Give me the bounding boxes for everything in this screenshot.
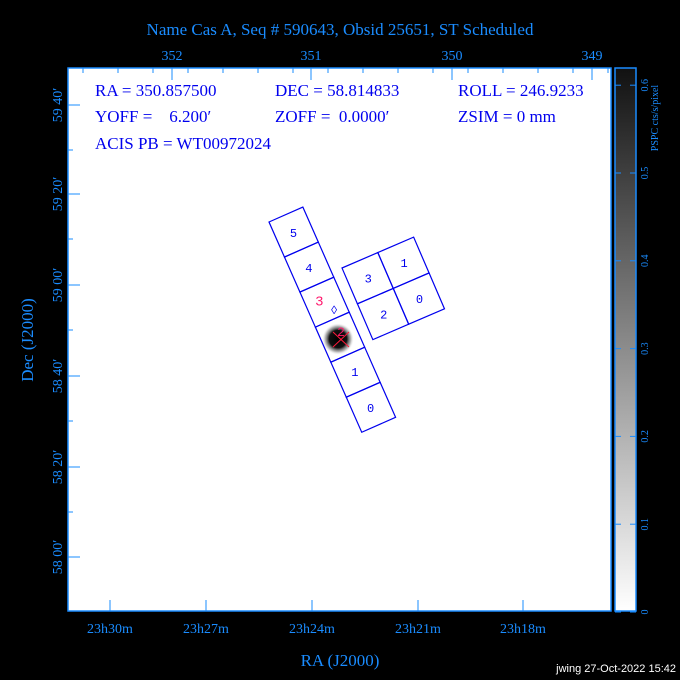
marker-label: 2 (337, 325, 345, 340)
chip-label: 0 (416, 293, 423, 307)
colorbar (614, 67, 637, 612)
info-yoff: YOFF = 6.200′ (95, 107, 211, 126)
colorbar-label: PSPC cts/s/pixel (650, 85, 661, 152)
chip-label-aimpoint: 3 (315, 294, 323, 310)
x-tick-label: 23h24m (289, 622, 335, 637)
colorbar-tick-label: 0.5 (640, 167, 651, 180)
x-top-tick-label: 350 (442, 49, 463, 64)
chip-label: 3 (365, 272, 372, 286)
target-x-marker (332, 331, 350, 348)
chip-label: 1 (400, 257, 407, 271)
x-tick-label: 23h18m (500, 622, 546, 637)
info-ra: RA = 350.857500 (95, 81, 217, 100)
info-acis-pb: ACIS PB = WT00972024 (95, 134, 271, 153)
x-tick-label: 23h27m (183, 622, 229, 637)
plot-title: Name Cas A, Seq # 590643, Obsid 25651, S… (147, 20, 534, 39)
colorbar-tick-label: 0.1 (640, 518, 651, 531)
x-top-tick-label: 349 (582, 49, 603, 64)
info-zoff: ZOFF = 0.0000′ (275, 107, 389, 126)
chip-label: 1 (351, 366, 358, 380)
x-top-tick-label: 352 (162, 49, 183, 64)
y-tick-label: 59 00′ (51, 268, 66, 303)
info-zsim: ZSIM = 0 mm (458, 107, 556, 126)
y-axis-label: Dec (J2000) (18, 298, 37, 382)
y-tick-label: 59 40′ (51, 88, 66, 123)
y-tick-label: 58 00′ (51, 540, 66, 575)
x-axis-label: RA (J2000) (301, 651, 380, 670)
colorbar-tick-label: 0.2 (640, 430, 651, 443)
footer-timestamp: jwing 27-Oct-2022 15:42 (555, 663, 676, 675)
acis-s-array: 5 4 3 ◊ 1 0 (268, 206, 397, 434)
y-tick-label: 59 20′ (51, 177, 66, 212)
chip-label: 4 (305, 262, 312, 276)
source-blob (322, 323, 354, 355)
info-roll: ROLL = 246.9233 (458, 81, 584, 100)
info-dec: DEC = 58.814833 (275, 81, 399, 100)
chip-label: 0 (367, 402, 374, 416)
chip-label: 5 (290, 227, 297, 241)
colorbar-tick-label: 0 (640, 610, 651, 615)
x-tick-label: 23h30m (87, 622, 133, 637)
colorbar-tick-label: 0.6 (640, 79, 651, 92)
colorbar-tick-label: 0.3 (640, 342, 651, 355)
y-tick-label: 58 40′ (51, 359, 66, 394)
aimpoint-diamond: ◊ (331, 304, 338, 318)
acis-i-array: 3 1 2 0 (341, 236, 446, 341)
y-tick-label: 58 20′ (51, 450, 66, 485)
x-top-tick-label: 351 (301, 49, 322, 64)
colorbar-tick-label: 0.4 (640, 255, 651, 268)
chip-label: 2 (380, 308, 387, 322)
x-tick-label: 23h21m (395, 622, 441, 637)
